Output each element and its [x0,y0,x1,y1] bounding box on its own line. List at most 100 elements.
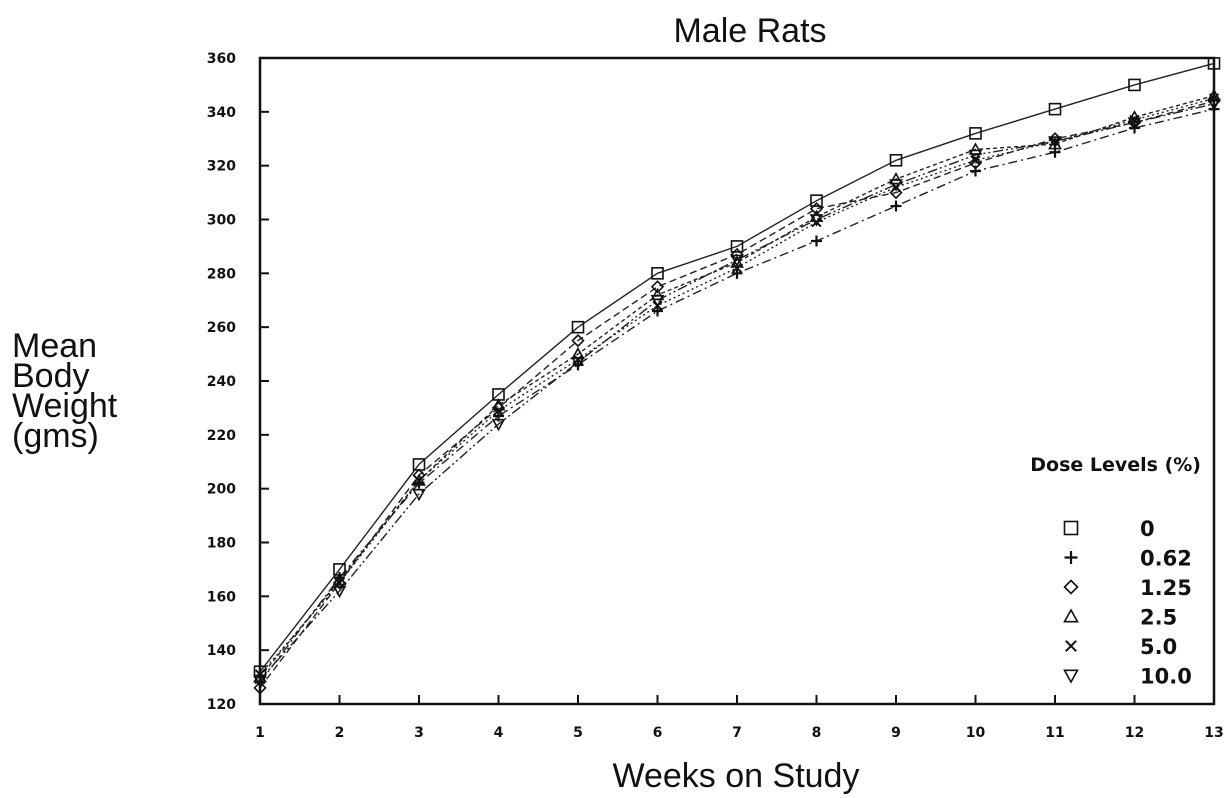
data-point [650,287,665,301]
legend-symbol [1063,608,1079,623]
data-point [571,333,585,348]
legend-symbol [1065,640,1077,652]
x-tick-label: 9 [891,725,901,741]
data-point [571,320,585,334]
data-point [650,280,665,294]
y-tick-label: 160 [207,589,236,605]
x-tick-label: 3 [414,725,424,741]
data-point [731,262,743,274]
legend-title: Dose Levels (%) [1030,454,1201,476]
data-point [413,475,425,486]
data-point [412,488,426,502]
series-line-4 [259,97,1215,675]
x-tick-label: 10 [966,725,986,741]
y-axis-ticks: 120 140 160 180 200 220 240 260 280 300 320 340 360 [207,51,269,713]
data-point [332,585,347,599]
legend-symbol [1063,579,1079,595]
data-point [1128,78,1141,92]
legend-label: 2.5 [1140,606,1177,630]
y-axis-label-line: Body [12,357,90,395]
data-point [650,295,665,308]
data-point [970,165,981,177]
y-tick-label: 200 [207,482,236,498]
y-tick-label: 220 [207,428,236,444]
data-point [968,156,983,170]
chart-title: Male Rats [673,12,826,50]
series-line-0 [259,62,1215,673]
data-point [890,200,902,212]
data-point [968,142,983,155]
series-markers-3 [253,88,1221,683]
data-point [969,127,982,140]
y-tick-label: 300 [207,213,236,229]
data-point [889,179,903,192]
data-point [1048,102,1062,116]
data-point [731,267,743,279]
legend-label: 10.0 [1140,665,1192,689]
legend-label: 0 [1140,517,1155,541]
series-markers-5 [253,98,1221,687]
data-point [809,202,824,216]
x-tick-label: 12 [1125,725,1144,741]
data-point [491,418,506,432]
x-axis-ticks: 1 2 3 4 5 6 7 8 9 10 11 12 13 [255,695,1224,741]
data-point [493,405,504,416]
x-tick-label: 2 [335,725,345,741]
series-markers [253,57,1221,695]
data-point [1208,93,1220,104]
y-tick-label: 320 [207,159,236,175]
data-point [571,356,585,370]
data-point [1207,98,1221,111]
data-point [1207,57,1221,70]
y-axis-label-line: (gms) [12,417,99,455]
data-point [730,254,744,268]
y-tick-label: 180 [207,536,236,552]
data-point [730,247,744,262]
series-line-5 [259,103,1215,681]
y-tick-label: 140 [207,643,236,659]
series-line-1 [259,108,1215,683]
y-tick-label: 120 [207,697,236,713]
y-axis-label-line: Weight [12,387,118,425]
y-axis-label-line: Mean [12,327,97,365]
data-point [412,473,426,486]
y-tick-label: 280 [207,266,236,282]
series-markers-1 [254,103,1220,688]
x-tick-label: 7 [732,725,742,741]
data-point [253,674,267,687]
series-line-2 [259,100,1215,689]
x-tick-label: 5 [573,725,583,741]
x-tick-label: 6 [653,725,663,741]
x-axis-label: Weeks on Study [613,757,860,795]
data-point [254,669,266,680]
data-point [730,240,744,253]
legend: Dose Levels (%) 0 0.62 1.25 2.5 5.0 10.0 [1030,454,1201,689]
x-tick-label: 13 [1204,725,1223,741]
data-point [809,214,824,227]
x-tick-label: 11 [1045,725,1064,741]
legend-symbol [1064,551,1078,564]
x-tick-label: 8 [812,725,822,741]
plot-frame [258,56,1216,706]
data-point [651,267,664,280]
legend-symbol [1063,669,1079,684]
data-point [811,235,822,247]
series-line-3 [259,95,1215,678]
legend-label: 1.25 [1140,576,1192,600]
data-point [1127,117,1142,130]
legend-symbol [1063,520,1079,536]
y-tick-label: 240 [207,374,236,390]
series-markers-2 [253,94,1221,695]
data-point [889,171,903,185]
y-tick-label: 340 [207,105,236,121]
y-tick-label: 360 [207,51,236,67]
data-point [253,681,267,695]
data-point [1049,136,1061,147]
data-point [889,153,903,167]
data-point [968,149,983,163]
legend-label: 5.0 [1140,635,1177,659]
y-tick-label: 260 [207,320,236,336]
x-tick-label: 4 [494,725,504,741]
